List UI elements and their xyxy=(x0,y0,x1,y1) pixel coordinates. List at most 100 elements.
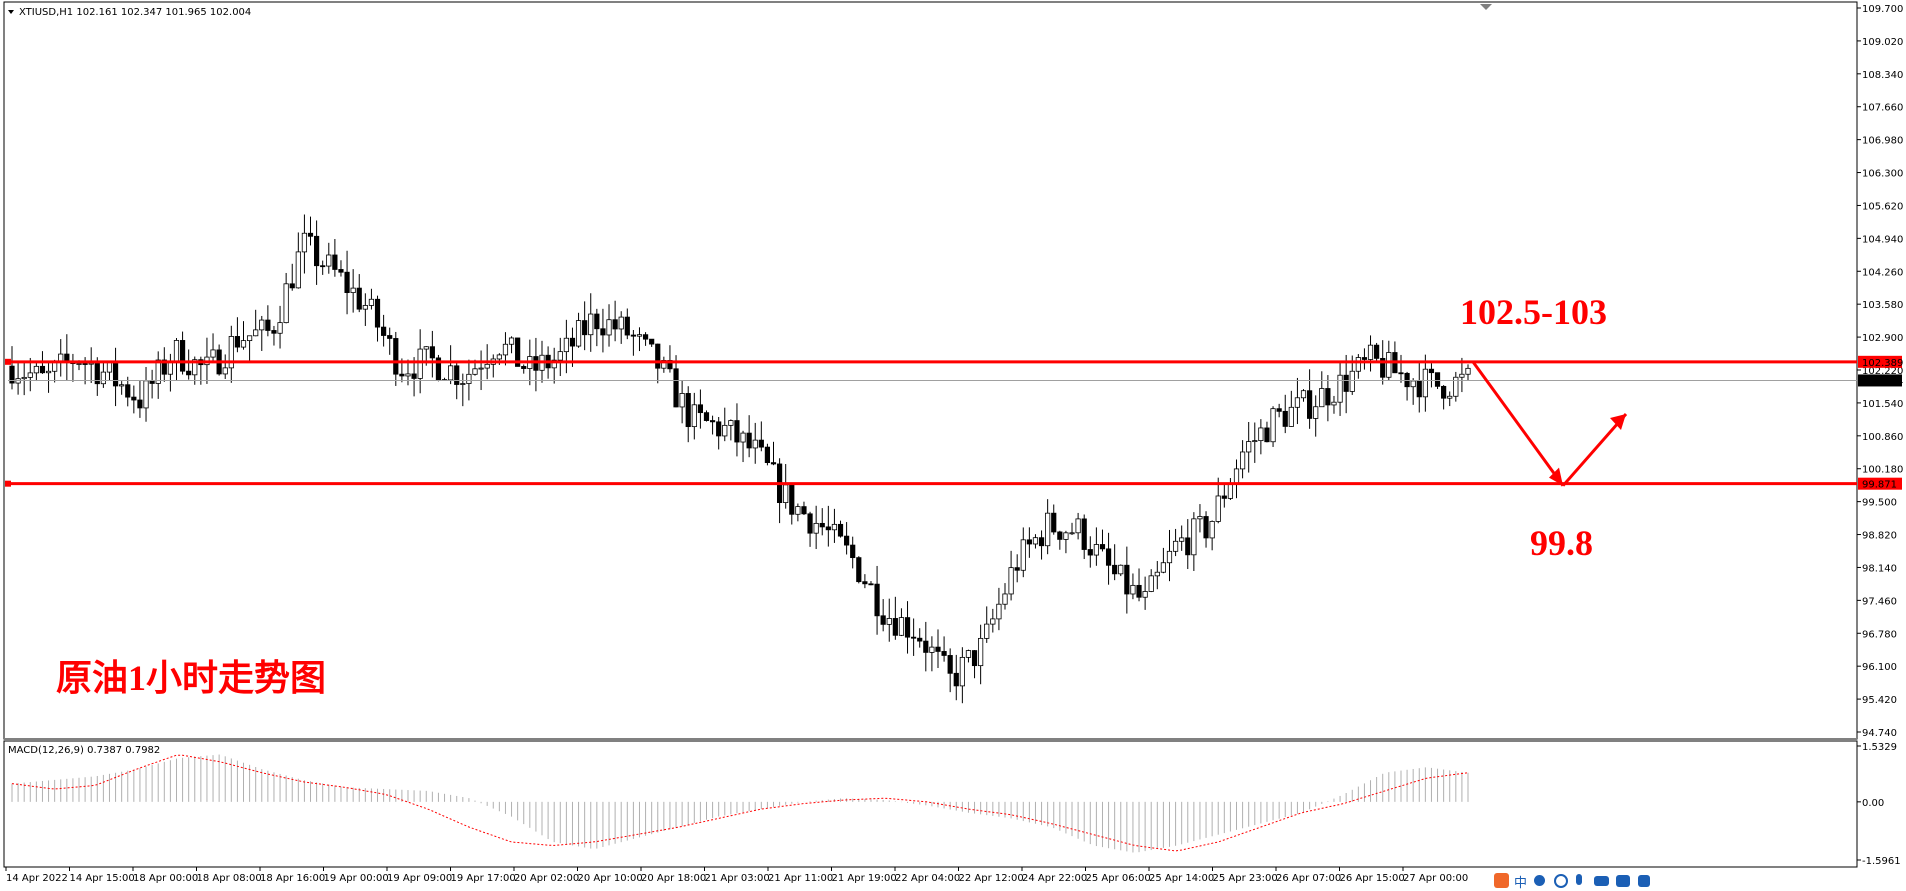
time-tick-label: 27 Apr 00:00 xyxy=(1403,873,1468,884)
current-price-label: 102.004 xyxy=(1862,376,1903,387)
macd-header: MACD(12,26,9) 0.7387 0.7982 xyxy=(8,745,160,756)
candle-body xyxy=(612,319,618,330)
candle-body xyxy=(996,603,1002,620)
main-chart-frame xyxy=(3,1,1858,740)
price-tick-label: 107.660 xyxy=(1862,103,1903,114)
down-arrow-head[interactable] xyxy=(1549,467,1563,486)
candle-body xyxy=(106,361,113,373)
candle-body xyxy=(655,343,661,369)
candle-body xyxy=(265,319,271,331)
level-handle[interactable] xyxy=(5,480,11,487)
candle-body xyxy=(1337,374,1343,403)
candle-body xyxy=(618,316,624,330)
time-tick-label: 19 Apr 09:00 xyxy=(387,873,452,884)
support-resistance-lines[interactable]: 102.389 99.871 xyxy=(5,355,1903,491)
candle-body xyxy=(825,526,831,531)
time-tick-label: 18 Apr 16:00 xyxy=(260,873,325,884)
candle-body xyxy=(155,359,161,384)
candle-body xyxy=(1026,539,1032,545)
symbol-dropdown-icon[interactable] xyxy=(8,10,14,14)
candle-body xyxy=(868,583,874,586)
chinese-input-icon[interactable]: 中 xyxy=(1514,876,1528,891)
candle-body xyxy=(1270,408,1276,443)
candle-body xyxy=(606,319,612,336)
price-tick-label: 108.340 xyxy=(1862,70,1903,81)
candle-body xyxy=(381,326,387,336)
candle-body xyxy=(716,421,722,437)
candle-body xyxy=(137,399,143,409)
shirt-icon[interactable] xyxy=(1616,875,1630,887)
candle-body xyxy=(1386,352,1392,378)
candle-body xyxy=(1422,368,1428,398)
candle-body xyxy=(569,337,576,347)
moon-icon[interactable] xyxy=(1534,875,1545,886)
microphone-icon[interactable] xyxy=(1576,874,1582,885)
candle-body xyxy=(368,298,375,306)
candle-body xyxy=(1288,406,1294,427)
up-arrow-line[interactable] xyxy=(1561,413,1628,487)
candle-body xyxy=(149,380,155,384)
price-tick-label: 106.980 xyxy=(1862,136,1903,147)
macd-panel-frame xyxy=(3,740,1858,868)
candle-body xyxy=(1093,544,1099,556)
candle-body xyxy=(582,320,588,336)
candle-body xyxy=(1434,372,1441,387)
candle-body xyxy=(649,338,655,345)
candle-body xyxy=(1124,564,1130,595)
candle-body xyxy=(100,371,106,385)
candle-body xyxy=(88,362,94,365)
price-tick-label: 103.580 xyxy=(1862,300,1903,311)
candle-body xyxy=(167,362,173,375)
candle-body xyxy=(1099,544,1106,550)
candle-body xyxy=(813,522,819,534)
candle-body xyxy=(1020,539,1026,571)
price-tick-label: 96.100 xyxy=(1862,662,1897,673)
candle-body xyxy=(448,365,454,381)
candle-body xyxy=(850,544,856,559)
lower-target-label: 99.8 xyxy=(1530,523,1593,563)
candle-body xyxy=(374,298,381,328)
candle-body xyxy=(1307,390,1313,419)
candle-body xyxy=(795,506,801,515)
candle-body xyxy=(1453,376,1459,397)
down-arrow-line[interactable] xyxy=(1471,360,1565,487)
s-logo-icon[interactable] xyxy=(1494,873,1509,888)
candle-body xyxy=(1447,395,1453,399)
candle-body xyxy=(588,313,594,336)
price-tick-label: 95.420 xyxy=(1862,695,1897,706)
candle-body xyxy=(862,581,868,585)
candle-body xyxy=(911,636,917,639)
projection-arrows[interactable] xyxy=(1471,360,1628,487)
candle-body xyxy=(1045,512,1051,547)
level-handle[interactable] xyxy=(5,358,11,365)
keyboard-icon[interactable] xyxy=(1594,876,1609,886)
candle-body xyxy=(837,523,844,537)
candle-body xyxy=(783,484,789,504)
candle-body xyxy=(1172,540,1179,552)
candle-body xyxy=(496,354,502,360)
candle-body xyxy=(210,349,216,358)
candle-body xyxy=(630,334,636,337)
candle-body xyxy=(1032,537,1039,545)
candle-body xyxy=(192,359,198,376)
candle-body xyxy=(685,393,691,428)
candle-body xyxy=(271,330,277,334)
candle-body xyxy=(45,370,52,374)
candle-body xyxy=(892,618,898,636)
candle-body xyxy=(320,265,326,268)
scroll-shift-icon[interactable] xyxy=(1480,4,1492,10)
candle-body xyxy=(1051,512,1057,533)
time-tick-label: 19 Apr 00:00 xyxy=(324,873,389,884)
candle-body xyxy=(1349,370,1355,392)
grid-icon[interactable] xyxy=(1638,875,1650,887)
candle-body xyxy=(1057,531,1063,540)
up-arrow-head[interactable] xyxy=(1610,414,1626,430)
candle-body xyxy=(1118,564,1124,575)
time-tick-label: 18 Apr 08:00 xyxy=(197,873,262,884)
candle-body xyxy=(1343,374,1349,392)
candle-body xyxy=(642,334,649,340)
candle-body xyxy=(131,396,137,401)
smile-icon[interactable] xyxy=(1554,874,1568,888)
candle-body xyxy=(1136,584,1142,598)
candle-body xyxy=(301,232,308,253)
